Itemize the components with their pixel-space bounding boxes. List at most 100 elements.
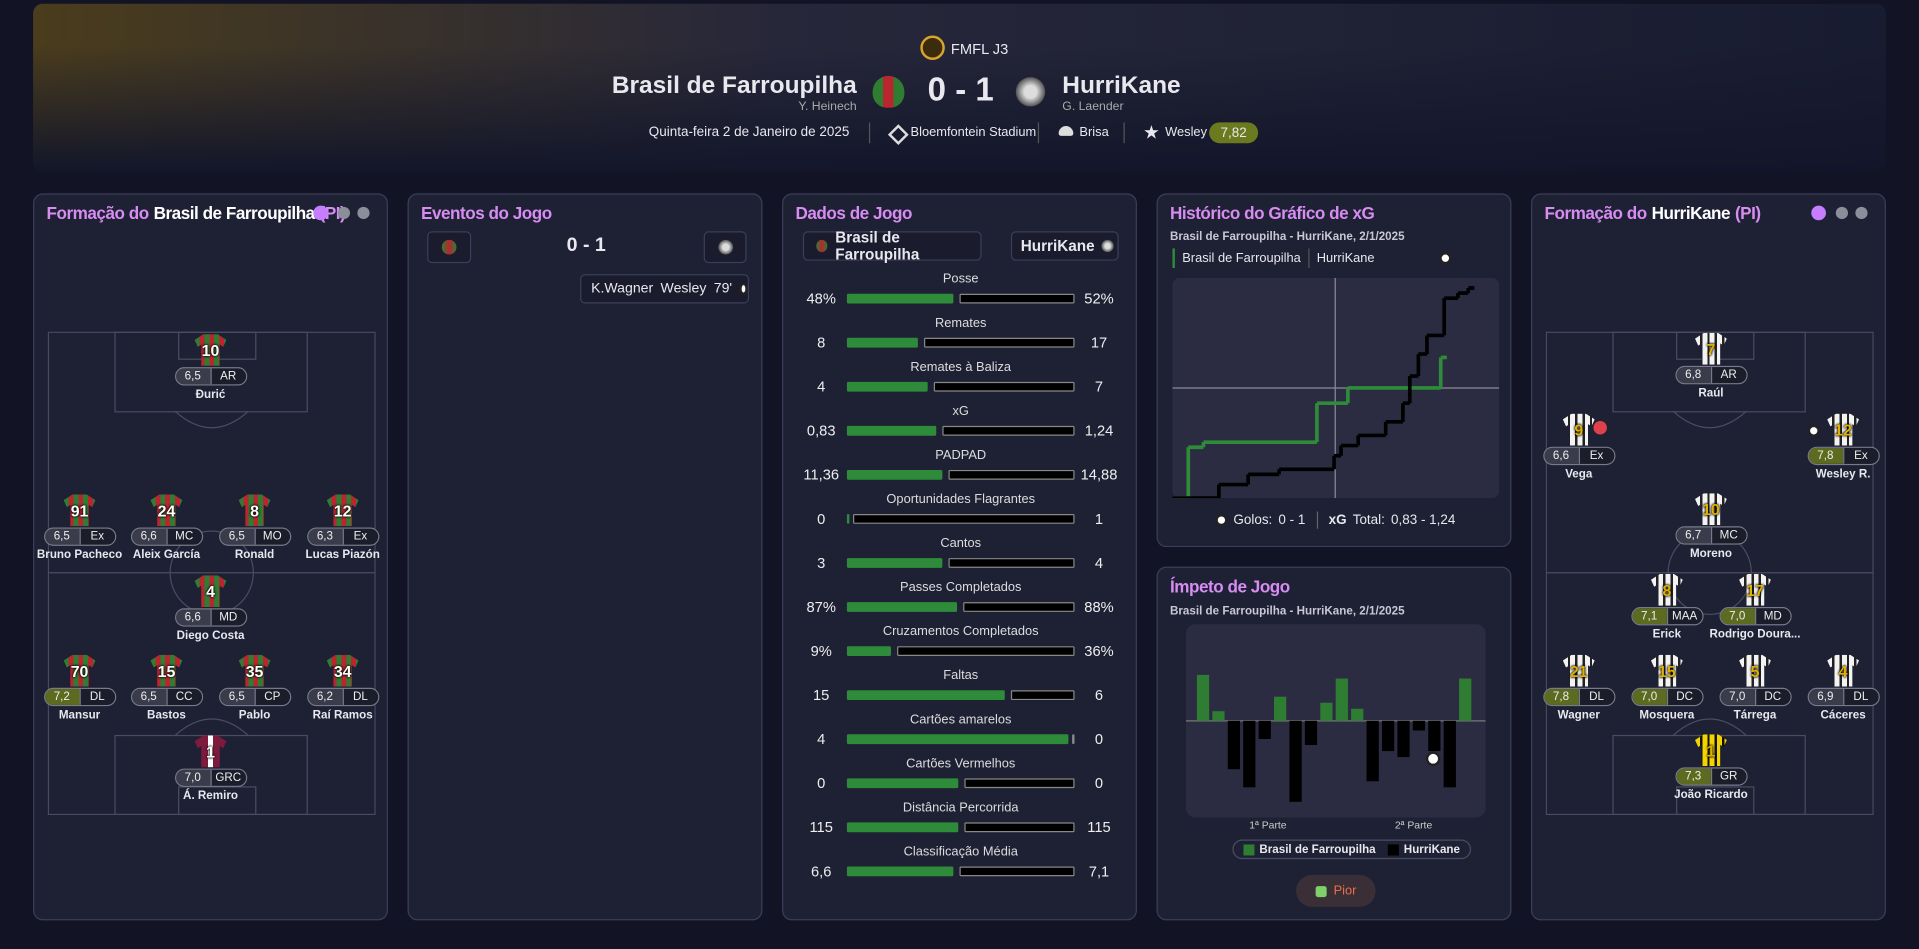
match-date: Quinta-feira 2 de Janeiro de 2025 <box>648 124 850 140</box>
momentum-bar <box>1381 720 1395 752</box>
away-manager: G. Laender <box>1062 100 1124 114</box>
rating-pill: 6,3 Ex <box>306 527 379 546</box>
shirt-number: 12 <box>1834 420 1852 439</box>
home-bar <box>846 425 936 436</box>
position: GR <box>1710 768 1746 785</box>
shirt: 15 <box>150 654 183 687</box>
rating-pill: 6,6 Ex <box>1542 446 1615 466</box>
legend-item: Brasil de Farroupilha <box>1259 842 1376 857</box>
player-name: Mansur <box>58 708 101 723</box>
away-badge <box>1015 77 1046 107</box>
legend-item[interactable]: Brasil de Farroupilha <box>1172 248 1308 269</box>
player: 24 6,6 MC Aleix García <box>117 494 215 562</box>
away-badge <box>1102 239 1115 253</box>
event-scorer: Wesley <box>660 281 707 297</box>
position: MD <box>1754 608 1790 625</box>
player: 34 6,2 DL Raí Ramos <box>294 654 392 723</box>
player: 1 7,3 GR João Ricardo <box>1662 734 1760 802</box>
legend-item[interactable]: HurriKane <box>1308 248 1382 269</box>
away-value: 7,1 <box>1088 862 1110 880</box>
home-value: 0 <box>817 774 826 792</box>
away-bar <box>897 646 1075 656</box>
rating-pill: 7,8 DL <box>1542 687 1615 707</box>
injury-icon <box>1593 421 1607 435</box>
player: 8 6,5 MO Ronald <box>206 494 304 562</box>
home-badge <box>816 239 828 253</box>
thumb-icon <box>1315 885 1327 897</box>
player-name: Vega <box>1565 467 1593 481</box>
page-dot[interactable] <box>1855 206 1868 220</box>
away-value: 7 <box>1094 378 1104 396</box>
rating: 7,8 <box>1808 447 1843 464</box>
stat-label: Cantos <box>940 536 982 551</box>
stat-label: Faltas <box>943 668 979 683</box>
page-dot[interactable] <box>357 206 370 220</box>
pitch-line <box>1676 786 1755 816</box>
away-team-tab[interactable]: HurriKane <box>1010 231 1119 261</box>
rating: 6,7 <box>1676 527 1711 544</box>
player-name: Raí Ramos <box>312 708 373 723</box>
legend-item: HurriKane <box>1403 842 1461 857</box>
rating-pill: 7,0 DC <box>1718 687 1792 707</box>
panel-title: Formação do Brasil de Farroupilha (PI) <box>47 203 346 223</box>
momentum-bar <box>1227 720 1241 770</box>
position: MO <box>253 528 290 545</box>
player-name: Moreno <box>1689 547 1732 561</box>
rating: 6,5 <box>175 368 210 385</box>
competition: FMFL J3 <box>950 40 1009 58</box>
momentum-bar <box>1459 678 1472 721</box>
title-prefix: Formação do <box>1544 203 1647 223</box>
worse-button[interactable]: Pior <box>1296 875 1376 907</box>
event-assist: K.Wagner <box>591 281 654 297</box>
home-value: 4 <box>817 730 826 748</box>
pitch-line <box>174 410 249 429</box>
title-team: HurriKane <box>1651 203 1731 223</box>
shirt-number: 15 <box>1658 661 1676 680</box>
rating: 7,2 <box>44 689 79 705</box>
header-background <box>33 3 1886 172</box>
rating: 6,2 <box>307 689 343 705</box>
player-name: Ronald <box>234 548 275 562</box>
player-name: Diego Costa <box>176 629 245 643</box>
page-dot[interactable] <box>1835 206 1849 220</box>
shirt: 35 <box>238 654 271 687</box>
separator <box>1316 511 1318 529</box>
momentum-bar <box>1335 678 1348 721</box>
rating-pill: 7,1 MAA <box>1630 607 1703 626</box>
page-dot[interactable] <box>337 206 351 220</box>
stat-label: Oportunidades Flagrantes <box>886 491 1036 507</box>
away-bar <box>941 425 1075 436</box>
player: 9 6,6 Ex Vega <box>1530 413 1628 481</box>
shirt-number: 8 <box>250 501 259 520</box>
away-value: 88% <box>1084 598 1114 616</box>
stat-label: Distância Percorrida <box>902 800 1019 816</box>
shirt-number: 70 <box>70 661 89 680</box>
page-dot[interactable] <box>1811 205 1826 221</box>
shirt-number: 24 <box>157 501 176 520</box>
home-bar <box>846 734 1069 745</box>
stat-label: Remates à Baliza <box>910 359 1012 375</box>
player: 8 7,1 MAA Erick <box>1618 573 1716 641</box>
away-bar <box>948 469 1075 480</box>
position: Ex <box>342 528 378 545</box>
goal-icon <box>1215 514 1228 527</box>
rating-pill: 7,0 DC <box>1630 687 1703 707</box>
position: CC <box>165 689 202 705</box>
panel-title: Histórico do Gráfico de xG <box>1170 203 1375 223</box>
away-bar <box>923 337 1075 348</box>
momentum-bar <box>1304 720 1318 746</box>
position: DL <box>78 689 115 705</box>
home-team-tab[interactable]: Brasil de Farroupilha <box>802 229 982 263</box>
page-dot[interactable] <box>313 205 328 221</box>
shirt: 12 <box>1827 413 1860 446</box>
rating-pill: 6,5 CP <box>218 687 291 707</box>
home-value: 11,36 <box>803 466 840 484</box>
half-label: 1ª Parte <box>1249 818 1287 831</box>
momentum-bar <box>1366 720 1379 782</box>
momentum-bar <box>1212 711 1225 721</box>
shirt: 70 <box>63 654 96 687</box>
away-bar <box>959 866 1075 877</box>
legend: Brasil de Farroupilha HurriKane <box>1232 839 1472 860</box>
goal-icon <box>1807 424 1820 437</box>
